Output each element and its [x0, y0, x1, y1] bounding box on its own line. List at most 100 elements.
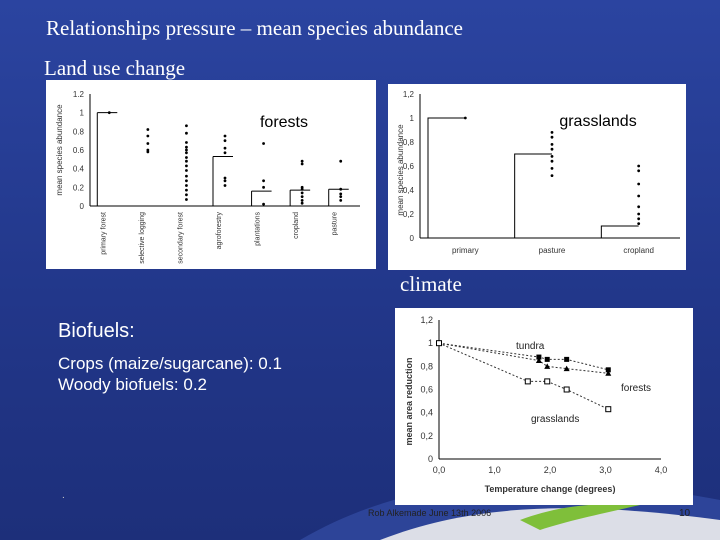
data-point — [637, 217, 641, 221]
data-point — [223, 134, 227, 138]
forests-chart-panel: 0 0.2 0.4 0.6 0.8 1 1.2 mean species abundance f… — [46, 80, 376, 269]
data-point — [146, 134, 150, 138]
marker-tundra — [605, 367, 611, 373]
category-label: secondary forest — [177, 212, 184, 264]
data-point — [223, 146, 227, 150]
section-heading-climate: climate — [400, 272, 462, 296]
data-point — [637, 212, 641, 216]
marker-forests — [605, 370, 612, 376]
data-point — [300, 195, 304, 199]
series-line-grasslands — [438, 342, 609, 410]
data-point — [185, 184, 188, 187]
data-point — [262, 185, 265, 189]
data-point — [185, 198, 188, 201]
series-label-forests: forests — [621, 383, 651, 394]
data-point — [637, 194, 641, 198]
x-tick-label: 3,0 — [599, 465, 612, 475]
marker-grasslands — [524, 378, 531, 385]
data-point — [185, 124, 188, 128]
y-tick-label: 1 — [410, 114, 415, 123]
footer-author-date: Rob Alkemade June 13th 2006 — [368, 508, 492, 518]
data-point — [300, 187, 304, 191]
y-tick-label: 0,4 — [420, 408, 433, 418]
y-tick-label: 1,2 — [403, 90, 415, 99]
corner-mark: . — [62, 490, 65, 501]
y-tick-label: 0,6 — [420, 385, 433, 395]
x-tick-label: 4,0 — [655, 465, 668, 475]
marker-forests — [544, 363, 551, 369]
data-point — [146, 142, 150, 145]
y-tick-label: 0.2 — [73, 183, 85, 192]
y-tick-label: 0,8 — [420, 361, 433, 371]
data-point — [185, 148, 188, 152]
category-label: pasture — [332, 212, 339, 235]
grasslands-chart-panel: 0 0,2 0,4 0,6 0,8 1 1,2 mean species abundance g… — [388, 84, 686, 270]
x-tick-label: 2,0 — [544, 465, 557, 475]
category-label: cropland — [623, 246, 654, 255]
category-label: primary — [452, 246, 479, 255]
page-number: 10 — [679, 508, 691, 519]
x-tick-label: 1,0 — [488, 465, 501, 475]
category-label: agroforestry — [216, 212, 223, 250]
data-point — [223, 184, 227, 187]
y-axis-label: mean area reduction — [404, 357, 414, 445]
data-point — [185, 169, 188, 172]
data-point — [339, 199, 343, 202]
data-point — [637, 169, 641, 173]
data-point — [223, 151, 227, 155]
data-point — [550, 131, 554, 134]
series-label-grasslands: grasslands — [531, 414, 579, 425]
data-point — [300, 201, 304, 205]
data-point — [637, 205, 641, 209]
data-point — [550, 155, 554, 158]
series-label-tundra: tundra — [516, 341, 545, 352]
y-tick-label: 0 — [80, 202, 85, 211]
x-axis-label: Temperature change (degrees) — [485, 484, 616, 494]
category-label: pasture — [539, 246, 566, 255]
data-point — [185, 193, 188, 197]
biofuels-block: Biofuels: Crops (maize/sugarcane): 0.1 W… — [58, 320, 282, 395]
data-point — [550, 159, 554, 163]
data-point — [300, 199, 304, 202]
marker-forests — [563, 365, 570, 372]
data-point — [637, 222, 641, 226]
y-tick-label: 1 — [428, 338, 433, 348]
data-point — [107, 111, 111, 115]
data-point — [550, 147, 554, 151]
data-point — [637, 164, 641, 168]
data-point — [223, 179, 227, 183]
bar — [600, 225, 639, 238]
data-point — [146, 128, 150, 131]
data-point — [223, 176, 227, 180]
y-tick-label: 1 — [80, 109, 85, 118]
marker-tundra — [536, 354, 542, 360]
marker-grasslands — [544, 378, 551, 385]
marker-grasslands — [605, 406, 612, 413]
slide-title: Relationships pressure – mean species ab… — [46, 16, 463, 40]
y-tick-label: 0,8 — [403, 138, 415, 147]
data-point — [185, 188, 188, 192]
marker-grasslands — [563, 386, 570, 393]
data-point — [185, 156, 188, 159]
marker-forests — [535, 357, 542, 364]
bar — [514, 153, 552, 238]
data-point — [550, 174, 554, 177]
chart-title-forests: forests — [260, 114, 308, 131]
data-point — [185, 151, 188, 155]
category-label: primary forest — [100, 212, 107, 255]
y-tick-label: 0 — [410, 234, 415, 243]
data-point — [300, 162, 304, 166]
section-heading-land-use: Land use change — [44, 56, 186, 80]
y-tick-label: 1.2 — [73, 90, 85, 99]
biofuels-heading: Biofuels: — [58, 320, 135, 342]
biofuels-line-crops: Crops (maize/sugarcane): 0.1 — [58, 354, 282, 373]
data-point — [146, 150, 150, 154]
data-point — [550, 167, 554, 170]
data-point — [637, 182, 641, 186]
data-point — [339, 192, 343, 196]
data-point — [185, 141, 188, 144]
y-tick-label: 1,2 — [420, 315, 433, 325]
category-label: plantations — [255, 212, 262, 246]
category-label: selective logging — [139, 212, 146, 264]
data-point — [550, 135, 554, 139]
